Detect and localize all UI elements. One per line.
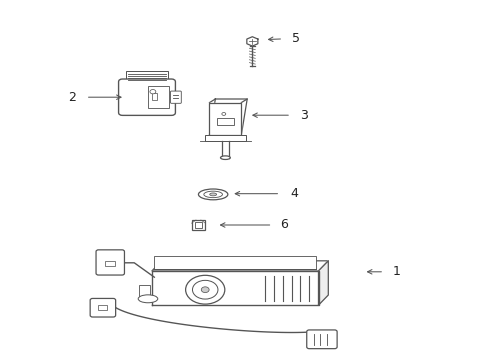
Circle shape <box>222 112 226 115</box>
Circle shape <box>150 90 156 94</box>
Bar <box>205 135 246 141</box>
FancyBboxPatch shape <box>307 330 337 348</box>
FancyBboxPatch shape <box>90 298 116 317</box>
Ellipse shape <box>220 156 230 159</box>
Text: 2: 2 <box>69 91 76 104</box>
Text: 3: 3 <box>300 109 308 122</box>
Bar <box>98 305 107 310</box>
Text: 5: 5 <box>293 32 300 45</box>
Bar <box>152 93 157 100</box>
Polygon shape <box>210 99 247 135</box>
Polygon shape <box>152 261 328 271</box>
Bar <box>217 118 234 125</box>
Text: 6: 6 <box>280 219 288 231</box>
Polygon shape <box>247 37 258 46</box>
Text: 4: 4 <box>290 187 298 200</box>
Ellipse shape <box>204 191 222 198</box>
Circle shape <box>201 287 209 293</box>
FancyBboxPatch shape <box>119 79 175 115</box>
Text: 1: 1 <box>393 265 401 278</box>
FancyBboxPatch shape <box>96 250 124 275</box>
Ellipse shape <box>198 189 228 200</box>
Bar <box>154 256 316 269</box>
FancyBboxPatch shape <box>171 91 181 103</box>
Circle shape <box>193 280 218 299</box>
Bar <box>195 222 202 228</box>
Bar <box>126 71 168 82</box>
Polygon shape <box>152 271 318 305</box>
Bar <box>192 220 205 230</box>
Bar <box>139 285 150 296</box>
Circle shape <box>186 275 225 304</box>
Bar <box>148 86 169 108</box>
Ellipse shape <box>210 193 217 196</box>
Ellipse shape <box>138 295 158 303</box>
Bar <box>105 261 115 266</box>
Polygon shape <box>210 103 242 135</box>
Polygon shape <box>318 261 328 305</box>
